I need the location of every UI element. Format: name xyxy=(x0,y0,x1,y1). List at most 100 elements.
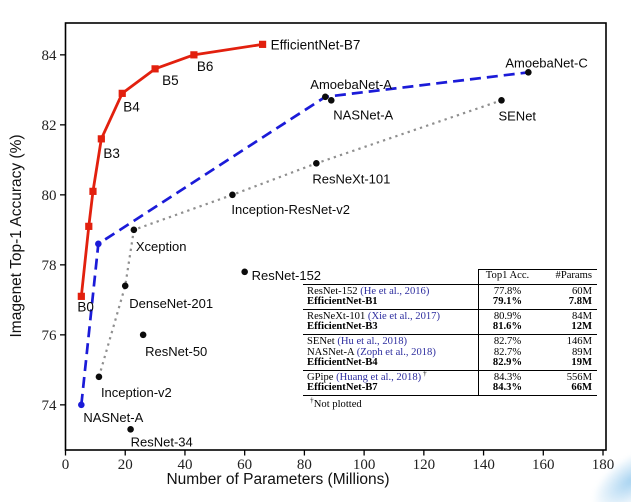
x-tick-label: 100 xyxy=(353,457,376,473)
x-tick-label: 120 xyxy=(413,457,436,473)
table-footnote: †Not plotted xyxy=(310,395,362,410)
model-label: ResNet-34 xyxy=(131,434,193,449)
accuracy-cell: 82.9% xyxy=(478,357,536,371)
model-name: ResNet-152 xyxy=(307,285,358,297)
x-tick-label: 20 xyxy=(118,457,133,473)
table-row: SENet (Hu et al., 2018) 82.7% 146M xyxy=(303,334,597,348)
x-tick-label: 80 xyxy=(297,457,312,473)
model-name: SENet xyxy=(307,335,335,347)
plot-border xyxy=(64,22,607,451)
table-row: ResNeXt-101 (Xie et al., 2017) 80.9% 84M xyxy=(303,309,597,323)
model-label: Inception-v2 xyxy=(101,385,172,400)
y-tick-label: 78 xyxy=(42,258,57,274)
data-point-marker xyxy=(139,331,147,339)
x-tick-label: 160 xyxy=(532,457,555,473)
y-tick-label: 82 xyxy=(42,118,57,134)
model-label: EfficientNet-B7 xyxy=(271,37,361,52)
citation: (He et al., 2016) xyxy=(357,285,430,297)
model-label: B3 xyxy=(103,146,120,161)
table-row: GPipe (Huang et al., 2018) † 84.3% 556M xyxy=(303,368,597,384)
y-tick-label: 80 xyxy=(42,188,57,204)
data-point-marker xyxy=(190,51,198,59)
data-point-marker xyxy=(327,97,335,104)
model-label: B6 xyxy=(197,59,214,74)
model-label: SENet xyxy=(498,108,536,123)
x-tick-label: 40 xyxy=(177,457,192,473)
model-name-cell: ResNeXt-101 (Xie et al., 2017) xyxy=(303,309,479,322)
params-cell: 7.8M xyxy=(536,296,597,310)
citation: (Xie et al., 2017) xyxy=(365,310,440,322)
accuracy-cell: 81.6% xyxy=(478,322,536,335)
column-header-acc: Top1 Acc. xyxy=(478,269,536,285)
model-name: EfficientNet-B7 xyxy=(307,382,378,394)
model-label: ResNet-50 xyxy=(145,344,207,359)
x-tick-label: 140 xyxy=(472,457,495,473)
table-row: NASNet-A (Zoph et al., 2018) 82.7% 89M xyxy=(303,346,597,359)
model-name: EfficientNet-B3 xyxy=(307,321,378,333)
table-row: EfficientNet-B4 82.9% 19M xyxy=(303,357,597,371)
table-row: EfficientNet-B7 84.3% 66M xyxy=(303,382,597,396)
data-point-marker xyxy=(85,222,93,230)
accuracy-cell: 79.1% xyxy=(478,296,536,310)
column-header-params: #Params xyxy=(536,269,597,285)
data-point-marker xyxy=(77,292,85,300)
citation: (Zoph et al., 2018) xyxy=(354,346,436,358)
citation: (Huang et al., 2018) xyxy=(333,371,422,383)
data-point-marker xyxy=(258,40,267,48)
series-line-nasnet-amoebanet xyxy=(79,71,529,405)
data-point-marker xyxy=(498,97,505,104)
dagger-mark: † xyxy=(421,368,427,378)
params-cell: 89M xyxy=(571,346,592,358)
model-label: B4 xyxy=(123,99,140,114)
y-tick-label: 76 xyxy=(42,328,58,344)
params-cell: 146M xyxy=(566,335,592,347)
accuracy-cell: 82.7% xyxy=(478,347,536,359)
table-row: EfficientNet-B1 79.1% 7.8M xyxy=(303,296,597,310)
data-point-marker xyxy=(313,160,320,167)
model-name: ResNeXt-101 xyxy=(307,310,366,322)
data-point-marker xyxy=(95,373,103,381)
model-name: EfficientNet-B4 xyxy=(307,357,378,369)
model-label: Inception-ResNet-v2 xyxy=(231,202,350,217)
results-table: Top1 Acc. #Params ResNet-152 (He et al., 2… xyxy=(303,269,597,396)
accuracy-cell: 84.3% xyxy=(478,383,536,396)
x-axis-label: Number of Parameters (Millions) xyxy=(166,471,390,488)
params-cell: 556M xyxy=(566,371,592,383)
model-name-cell: EfficientNet-B3 xyxy=(303,321,479,335)
accuracy-cell: 82.7% xyxy=(478,334,536,348)
accuracy-cell: 80.9% xyxy=(478,309,536,323)
comparison-table: Top1 Acc. #Params ResNet-152 (He et al., 2… xyxy=(303,269,597,410)
table-row: ResNet-152 (He et al., 2016) 77.8% 60M xyxy=(303,284,597,298)
x-tick-label: 60 xyxy=(237,457,252,473)
model-label: NASNet-A xyxy=(333,107,393,122)
dagger-mark: † xyxy=(310,395,314,405)
params-cell: 66M xyxy=(536,383,597,396)
model-name-cell: EfficientNet-B7 xyxy=(303,382,479,396)
data-point-marker xyxy=(229,191,236,199)
data-point-marker xyxy=(89,187,97,195)
data-point-marker xyxy=(151,65,159,73)
y-tick-label: 74 xyxy=(42,398,58,414)
model-label: AmoebaNet-C xyxy=(505,55,587,70)
model-name-cell: GPipe (Huang et al., 2018) † xyxy=(303,368,479,383)
model-label: NASNet-A xyxy=(83,410,143,425)
accuracy-cell: 77.8% xyxy=(478,284,536,298)
citation: (Hu et al., 2018) xyxy=(334,335,408,347)
series-line-efficientnet xyxy=(79,42,263,297)
data-point-marker xyxy=(97,135,105,143)
params-cell: 19M xyxy=(536,357,597,371)
model-name-cell: NASNet-A (Zoph et al., 2018) xyxy=(303,346,479,359)
series-line-other-models xyxy=(97,99,502,378)
y-axis-label: Imagenet Top-1 Accuracy (%) xyxy=(8,134,25,338)
model-name-cell: EfficientNet-B1 xyxy=(303,296,479,310)
model-name: EfficientNet-B1 xyxy=(307,296,378,308)
model-name-cell: EfficientNet-B4 xyxy=(303,357,479,371)
model-name-cell: ResNet-152 (He et al., 2016) xyxy=(303,284,479,297)
model-label: DenseNet-201 xyxy=(129,296,213,311)
data-point-marker xyxy=(95,240,102,248)
model-label: B5 xyxy=(162,73,179,88)
model-name-cell: SENet (Hu et al., 2018) xyxy=(303,334,479,347)
data-point-marker xyxy=(130,226,138,234)
model-label: Xception xyxy=(136,239,187,254)
